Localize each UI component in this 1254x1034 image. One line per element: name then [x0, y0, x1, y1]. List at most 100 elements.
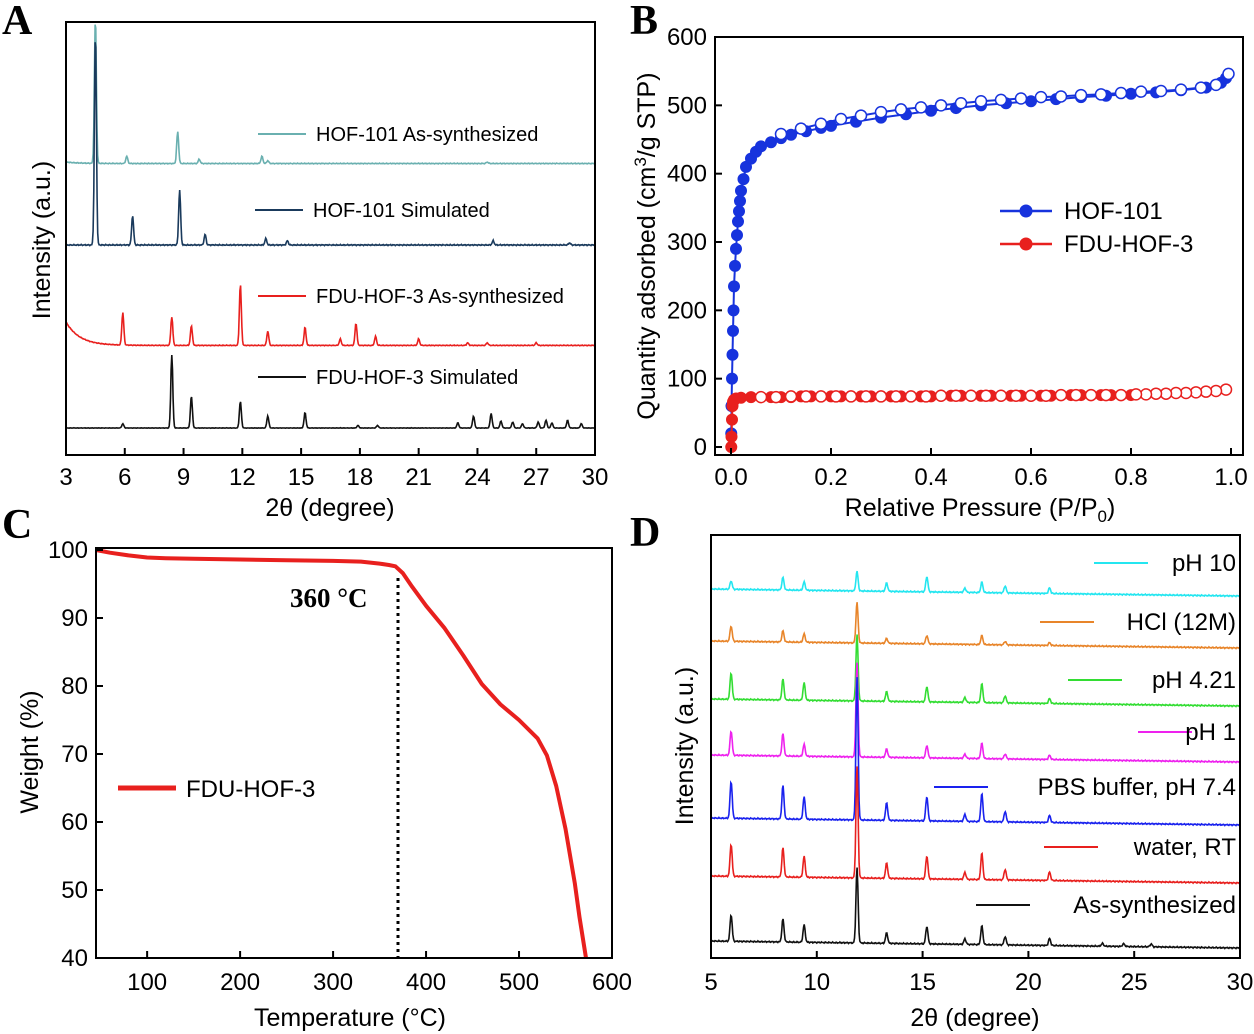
panel-d-legend-label-2: pH 4.21: [1152, 667, 1236, 694]
panel-b-series-1-desorption-point-15: [1039, 389, 1053, 402]
panel-a-x-axis-label: 2θ (degree): [265, 494, 394, 522]
panel-b-x-axis-label-end: ): [1107, 494, 1115, 522]
panel-d-x-axis-label: 2θ (degree): [910, 1004, 1039, 1032]
panel-b-y-tick-label-6: 600: [667, 24, 707, 51]
panel-c-x-tick-label-0: 100: [127, 969, 167, 996]
panel-b-series-0-adsorption-point-3: [726, 348, 739, 361]
panel-b-series-0-desorption-point-20: [834, 112, 848, 126]
panel-a-x-tick-label-6: 21: [405, 464, 432, 491]
panel-c-y-tick-label-3: 70: [61, 741, 88, 768]
panel-b-series-1-desorption-point-10: [1114, 388, 1128, 402]
panel-b-series-1-adsorption-point-2: [726, 413, 738, 426]
panel-b-series-0-desorption-point-14: [954, 97, 968, 110]
panel-b-x-tick-label-2: 0.4: [914, 464, 947, 491]
panel-d-series-4-line: [710, 677, 1241, 827]
panel-b-series-0-adsorption-point-4: [727, 324, 739, 337]
panel-b-series-0-adsorption-point-9: [731, 229, 743, 242]
panel-b-x-axis-label: Relative Pressure (P/P0): [845, 494, 1116, 526]
panel-b-series-0-adsorption-point-12: [734, 195, 746, 207]
panel-b-series-1-desorption-point-12: [1084, 388, 1098, 402]
panel-b-y-tick-label-5: 500: [667, 92, 707, 119]
panel-b-legend-label-1: FDU-HOF-3: [1064, 231, 1193, 258]
panel-a-legend-label-0: HOF-101 As-synthesized: [316, 124, 538, 146]
panel-b-series-1-desorption-point-0: [1219, 383, 1233, 396]
panel-b-y-axis-label: Quantity adsorbed (cm3/g STP): [631, 72, 661, 419]
panel-c-legend-label-0: FDU-HOF-3: [186, 776, 315, 803]
panel-b-series-0-desorption-point-13: [974, 94, 988, 108]
panel-b-series-1-desorption-point-30: [814, 390, 828, 403]
panel-b-series-0-desorption-point-6: [1114, 86, 1128, 100]
panel-b-series-1-desorption-point-23: [919, 390, 933, 403]
panel-a-series-1-line: [65, 42, 596, 247]
panel-d-legend-label-4: PBS buffer, pH 7.4: [1038, 774, 1236, 801]
panel-b-series-0-desorption-point-11: [1014, 92, 1028, 105]
panel-a-legend-label-3: FDU-HOF-3 Simulated: [316, 367, 518, 389]
panel-c-x-tick-label-1: 200: [220, 969, 260, 996]
panel-c-plot-area: [95, 548, 588, 959]
panel-b-frame: [714, 36, 1244, 456]
panel-b-series-0-desorption-point-21: [814, 117, 828, 131]
panel-b-series-1-desorption-point-21: [949, 389, 963, 402]
panel-b-series-0-desorption-point-1: [1209, 78, 1223, 92]
panel-c-series-0-line: [95, 548, 588, 959]
panel-b-series-0-adsorption-point-2: [726, 372, 738, 385]
panel-d-legend: pH 10 HCl (12M) pH 4.21 pH 1 PBS buffer,…: [934, 550, 1236, 919]
panel-b-series-1-adsorption-point-7: [735, 391, 747, 404]
panel-b-x-tick-label-3: 0.6: [1014, 464, 1047, 491]
panel-b-series-1-desorption-point-20: [964, 389, 978, 402]
panel-c-x-tick-label-4: 500: [499, 969, 539, 996]
panel-a-xrd-chart: 3 6 9 12 15 18 21 24 27 30 2θ (degree) Intensity …: [28, 21, 608, 522]
panel-d-series-5-line: [710, 766, 1241, 885]
panel-b-series-0-desorption-point-3: [1174, 83, 1188, 96]
panel-b-x-tick-label-0: 0.0: [714, 464, 747, 491]
panel-a-x-tick-label-2: 9: [177, 464, 190, 491]
panel-a-legend-label-2: FDU-HOF-3 As-synthesized: [316, 286, 564, 308]
panel-b-series-1-adsorption-point-1: [725, 430, 738, 443]
panel-d-x-tick-label-1: 10: [803, 969, 830, 996]
panel-b-y-tick-label-2: 200: [667, 297, 707, 324]
panel-b-x-axis-label-subscript: 0: [1098, 507, 1107, 526]
panel-b-series-0-adsorption-point-24: [825, 119, 837, 132]
panel-b-series-1-desorption-point-34: [754, 390, 768, 404]
panel-d-x-tick-label-3: 20: [1015, 969, 1042, 996]
panel-b-x-tick-label-5: 1.0: [1214, 464, 1247, 491]
panel-b-series-0-desorption-point-7: [1094, 88, 1108, 101]
panel-b-series-1-desorption-point-9: [1129, 388, 1143, 401]
panel-d-plot-area: [710, 570, 1241, 950]
panel-b-series-0-desorption-point-16: [914, 101, 928, 114]
panel-d-series-2-line: [710, 634, 1241, 708]
panel-a-x-tick-label-3: 12: [229, 464, 256, 491]
panel-a-x-tick-label-1: 6: [118, 464, 131, 491]
panel-letter-b: B: [630, 0, 658, 44]
panel-d-legend-label-0: pH 10: [1172, 550, 1236, 577]
panel-d-x-tick-label-0: 5: [704, 969, 717, 996]
panel-c-x-tick-label-2: 300: [313, 969, 353, 996]
panel-c-tga-chart: 360 °C 100 200 300 400 500 600405060708090100…: [16, 537, 632, 1032]
panel-d-stability-xrd-chart: 5 10 15 20 25 30 2θ (degree) Intensity (a.u.)…: [671, 534, 1253, 1032]
panel-b-y-axis-label-main: Quantity adsorbed (cm: [633, 167, 661, 420]
panel-b-series-1-desorption-point-33: [769, 390, 783, 404]
panel-b-series-0-desorption-point-23: [774, 127, 788, 141]
panel-b-series-0-desorption-point-0: [1222, 67, 1235, 81]
panel-a-x-tick-label-7: 24: [464, 464, 491, 491]
panel-b-series-0-desorption-point-12: [994, 93, 1008, 107]
panel-c-ticks: 100 200 300 400 500 600 40 50 60 70 80 90 100: [48, 537, 632, 996]
panel-c-y-tick-label-1: 50: [61, 877, 88, 904]
panel-d-x-tick-label-2: 15: [909, 969, 936, 996]
panel-a-y-axis-label: Intensity (a.u.): [28, 161, 56, 319]
panel-b-x-tick-label-4: 0.8: [1114, 464, 1147, 491]
panel-b-series-0-desorption-point-18: [874, 105, 888, 119]
panel-b-series-1-desorption-point-13: [1069, 388, 1083, 402]
panel-b-series-0-adsorption-point-18: [755, 140, 767, 153]
panel-b-y-tick-label-3: 300: [667, 229, 707, 256]
panel-b-series-0-adsorption-point-5: [727, 304, 740, 317]
panel-a-series-0-line: [65, 24, 596, 165]
panel-c-y-axis-label: Weight (%): [16, 690, 44, 813]
panel-b-x-axis-label-main: Relative Pressure (P/P: [845, 494, 1098, 522]
panel-b-series-1-desorption-point-17: [1009, 389, 1023, 402]
panel-a-x-tick-label-5: 18: [347, 464, 374, 491]
panel-b-series-0-adsorption-point-13: [735, 184, 747, 197]
panel-b-series-1-desorption-point-31: [799, 390, 813, 403]
panel-b-ticks: 0.0 0.2 0.4 0.6 0.8 1.0 0 100 200 300 400 500 600: [667, 24, 1248, 491]
panel-d-legend-label-5: water, RT: [1133, 834, 1237, 861]
